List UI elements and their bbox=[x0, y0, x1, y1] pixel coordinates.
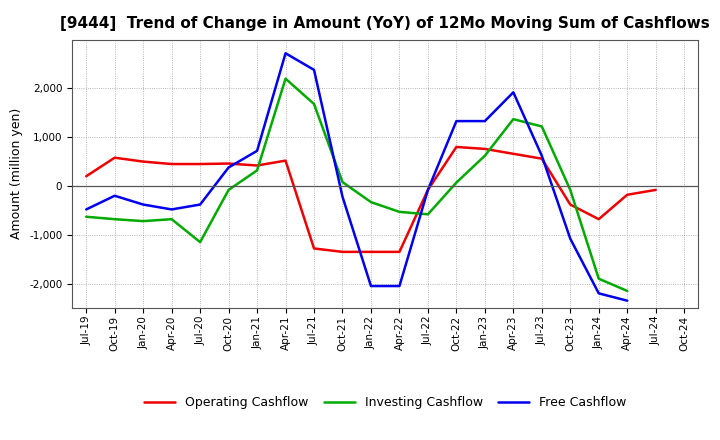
Investing Cashflow bbox=[452, 180, 461, 185]
Free Cashflow bbox=[509, 90, 518, 95]
Free Cashflow bbox=[423, 187, 432, 193]
Operating Cashflow bbox=[139, 159, 148, 164]
Investing Cashflow bbox=[623, 288, 631, 293]
Free Cashflow bbox=[395, 283, 404, 289]
Operating Cashflow bbox=[196, 161, 204, 167]
Line: Investing Cashflow: Investing Cashflow bbox=[86, 79, 627, 291]
Line: Operating Cashflow: Operating Cashflow bbox=[86, 147, 656, 252]
Investing Cashflow bbox=[139, 219, 148, 224]
Operating Cashflow bbox=[110, 155, 119, 160]
Investing Cashflow bbox=[310, 101, 318, 106]
Investing Cashflow bbox=[480, 153, 489, 158]
Operating Cashflow bbox=[225, 161, 233, 166]
Operating Cashflow bbox=[595, 216, 603, 222]
Operating Cashflow bbox=[480, 146, 489, 151]
Investing Cashflow bbox=[82, 214, 91, 220]
Free Cashflow bbox=[196, 202, 204, 207]
Investing Cashflow bbox=[395, 209, 404, 215]
Investing Cashflow bbox=[196, 239, 204, 245]
Title: [9444]  Trend of Change in Amount (YoY) of 12Mo Moving Sum of Cashflows: [9444] Trend of Change in Amount (YoY) o… bbox=[60, 16, 710, 32]
Investing Cashflow bbox=[110, 216, 119, 222]
Free Cashflow bbox=[282, 51, 290, 56]
Investing Cashflow bbox=[225, 187, 233, 193]
Operating Cashflow bbox=[423, 187, 432, 193]
Investing Cashflow bbox=[595, 276, 603, 281]
Free Cashflow bbox=[480, 118, 489, 124]
Free Cashflow bbox=[253, 148, 261, 154]
Free Cashflow bbox=[167, 207, 176, 212]
Free Cashflow bbox=[82, 207, 91, 212]
Investing Cashflow bbox=[366, 199, 375, 205]
Investing Cashflow bbox=[509, 117, 518, 122]
Operating Cashflow bbox=[566, 202, 575, 207]
Free Cashflow bbox=[225, 165, 233, 170]
Free Cashflow bbox=[366, 283, 375, 289]
Operating Cashflow bbox=[338, 249, 347, 254]
Free Cashflow bbox=[110, 193, 119, 198]
Investing Cashflow bbox=[566, 187, 575, 193]
Free Cashflow bbox=[566, 236, 575, 242]
Operating Cashflow bbox=[167, 161, 176, 167]
Line: Free Cashflow: Free Cashflow bbox=[86, 53, 627, 301]
Operating Cashflow bbox=[395, 249, 404, 254]
Free Cashflow bbox=[338, 194, 347, 199]
Investing Cashflow bbox=[537, 124, 546, 129]
Free Cashflow bbox=[310, 67, 318, 73]
Operating Cashflow bbox=[366, 249, 375, 254]
Free Cashflow bbox=[623, 298, 631, 303]
Investing Cashflow bbox=[282, 76, 290, 81]
Investing Cashflow bbox=[253, 168, 261, 173]
Operating Cashflow bbox=[253, 163, 261, 168]
Operating Cashflow bbox=[623, 192, 631, 198]
Investing Cashflow bbox=[338, 180, 347, 185]
Operating Cashflow bbox=[537, 156, 546, 161]
Free Cashflow bbox=[537, 153, 546, 158]
Free Cashflow bbox=[139, 202, 148, 207]
Investing Cashflow bbox=[167, 216, 176, 222]
Operating Cashflow bbox=[452, 144, 461, 150]
Free Cashflow bbox=[595, 291, 603, 296]
Investing Cashflow bbox=[423, 212, 432, 217]
Operating Cashflow bbox=[509, 151, 518, 157]
Operating Cashflow bbox=[652, 187, 660, 193]
Operating Cashflow bbox=[282, 158, 290, 163]
Legend: Operating Cashflow, Investing Cashflow, Free Cashflow: Operating Cashflow, Investing Cashflow, … bbox=[139, 392, 631, 414]
Operating Cashflow bbox=[82, 174, 91, 179]
Y-axis label: Amount (million yen): Amount (million yen) bbox=[11, 108, 24, 239]
Free Cashflow bbox=[452, 118, 461, 124]
Operating Cashflow bbox=[310, 246, 318, 251]
